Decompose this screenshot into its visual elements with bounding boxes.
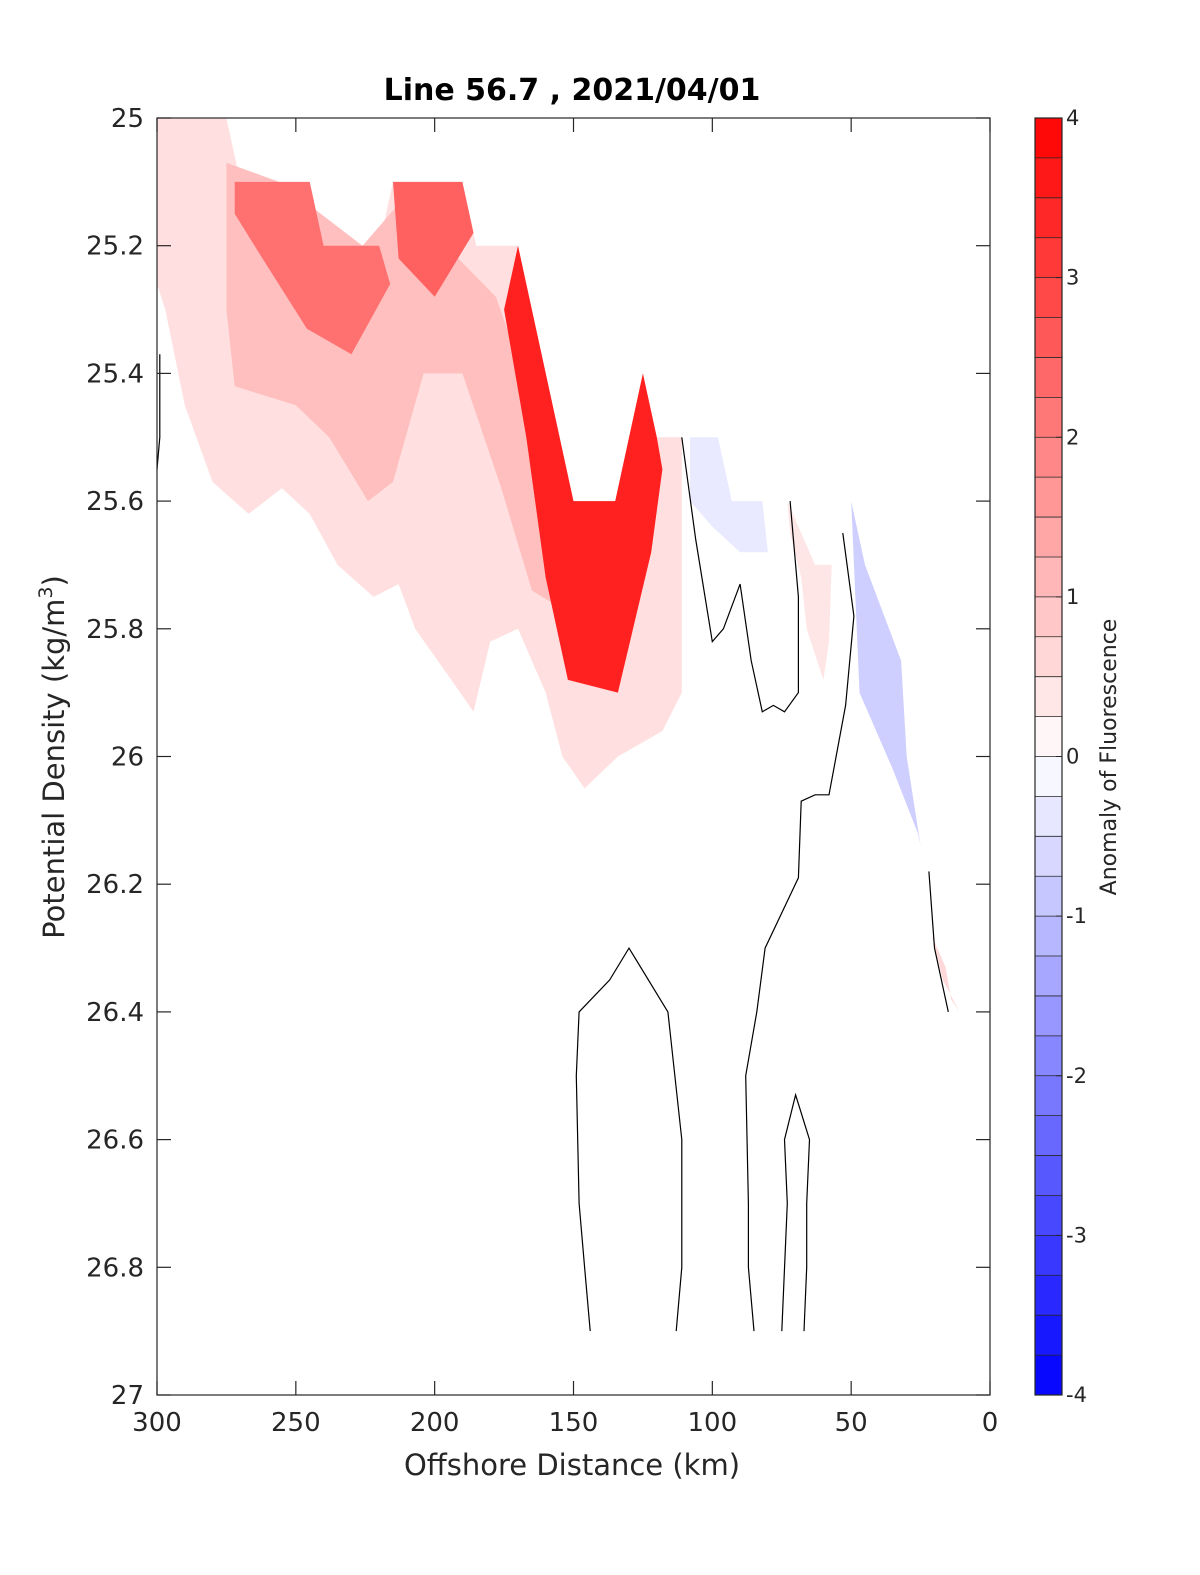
colorbar-band xyxy=(1035,277,1062,318)
colorbar-band xyxy=(1035,517,1062,557)
region-negative-patch-upper xyxy=(690,437,768,553)
colorbar-band xyxy=(1035,995,1062,1036)
contour-zero-contour-d xyxy=(781,1092,811,1332)
y-tick-label: 25 xyxy=(111,104,144,134)
colorbar-tick-label: -2 xyxy=(1066,1064,1087,1088)
y-axis-label-tail: ) xyxy=(37,575,71,586)
colorbar-band xyxy=(1035,157,1062,198)
colorbar-band xyxy=(1035,756,1062,797)
y-tick-label: 26.8 xyxy=(86,1253,144,1283)
colorbar-band xyxy=(1035,1075,1062,1116)
colorbar-band xyxy=(1035,1195,1062,1236)
colorbar-tick-label: 0 xyxy=(1066,745,1079,769)
axis-ticks xyxy=(156,117,991,1396)
colorbar-band xyxy=(1035,397,1062,438)
x-tick-label: 0 xyxy=(982,1408,999,1438)
region-core-east xyxy=(504,245,663,693)
x-tick-label: 200 xyxy=(410,1408,460,1438)
colorbar-band xyxy=(1035,676,1062,717)
colorbar-tick-label: -1 xyxy=(1066,904,1087,928)
x-tick-label: 250 xyxy=(271,1408,321,1438)
colorbar-band xyxy=(1035,1235,1062,1276)
colorbar-band xyxy=(1035,836,1062,877)
y-tick-label: 25.6 xyxy=(86,487,144,517)
colorbar-band xyxy=(1035,1355,1062,1395)
x-tick-label: 150 xyxy=(549,1408,599,1438)
y-axis-label: Potential Density (kg/m3) xyxy=(35,575,71,939)
plot-area xyxy=(156,117,991,1396)
x-tick-label: 50 xyxy=(835,1408,868,1438)
colorbar-bands xyxy=(1035,118,1062,1395)
y-tick-label: 26.4 xyxy=(86,998,144,1028)
region-small-positive-sliver xyxy=(931,935,960,1012)
colorbar-tick-label: 4 xyxy=(1066,106,1079,130)
plot-frame xyxy=(156,117,991,1396)
y-tick-label: 27 xyxy=(111,1381,144,1411)
colorbar-band xyxy=(1035,118,1062,158)
colorbar-band xyxy=(1035,437,1062,478)
colorbar-band xyxy=(1035,796,1062,837)
contour-zero-contour-b xyxy=(745,532,855,1332)
y-axis-label-sup: 3 xyxy=(35,586,57,598)
colorbar-band xyxy=(1035,1315,1062,1356)
colorbar-band xyxy=(1035,1115,1062,1156)
y-tick-label: 26.2 xyxy=(86,870,144,900)
contour-zero-contour-a xyxy=(681,437,800,713)
colorbar-tick-label: 3 xyxy=(1066,266,1079,290)
region-negative-patch-lower xyxy=(851,501,921,846)
x-tick-label: 100 xyxy=(688,1408,738,1438)
x-tick-labels: 300 250 200 150 100 50 0 xyxy=(132,1408,998,1438)
y-tick-labels: 25 25.2 25.4 25.6 25.8 26 26.2 26.4 26.6 26.8 27 xyxy=(86,104,144,1411)
colorbar-band xyxy=(1035,1275,1062,1316)
y-tick-label: 26 xyxy=(111,743,144,773)
colorbar-tick-label: 1 xyxy=(1066,585,1079,609)
anomaly-regions xyxy=(157,118,960,1012)
y-tick-label: 25.2 xyxy=(86,232,144,262)
colorbar-band xyxy=(1035,357,1062,398)
colorbar-band xyxy=(1035,876,1062,917)
y-tick-label: 26.6 xyxy=(86,1126,144,1156)
colorbar: 4 3 2 1 0 -1 -2 -3 -4 Anomaly of Fluorescence xyxy=(1034,106,1122,1407)
chart-title: Line 56.7 , 2021/04/01 xyxy=(384,73,761,108)
x-tick-label: 300 xyxy=(132,1408,182,1438)
colorbar-band xyxy=(1035,556,1062,597)
zero-contour-lines xyxy=(156,354,949,1332)
colorbar-band xyxy=(1035,636,1062,677)
contour-zero-contour-e xyxy=(928,871,949,1013)
colorbar-band xyxy=(1035,477,1062,518)
region-small-positive-patch xyxy=(787,501,832,680)
colorbar-band xyxy=(1035,956,1062,996)
colorbar-ticks: 4 3 2 1 0 -1 -2 -3 -4 xyxy=(1056,106,1087,1407)
colorbar-band xyxy=(1035,317,1062,358)
y-axis-label-main: Potential Density (kg/m xyxy=(37,599,71,939)
region-core-middle xyxy=(393,181,474,297)
contour-zero-contour-far-offshore xyxy=(156,354,161,470)
colorbar-band xyxy=(1035,1155,1062,1196)
colorbar-band xyxy=(1035,237,1062,278)
colorbar-band xyxy=(1035,716,1062,757)
y-tick-label: 25.8 xyxy=(86,615,144,645)
y-tick-label: 25.4 xyxy=(86,359,144,389)
colorbar-tick-label: -3 xyxy=(1066,1223,1087,1247)
colorbar-band xyxy=(1035,596,1062,637)
colorbar-label: Anomaly of Fluorescence xyxy=(1097,619,1122,896)
colorbar-band xyxy=(1035,197,1062,238)
colorbar-band xyxy=(1035,916,1062,957)
colorbar-tick-label: 2 xyxy=(1066,425,1079,449)
region-core-west xyxy=(234,181,391,355)
colorbar-tick-label: -4 xyxy=(1066,1383,1087,1407)
x-axis-label: Offshore Distance (km) xyxy=(404,1448,740,1482)
contour-zero-contour-c xyxy=(575,946,683,1332)
colorbar-band xyxy=(1035,1035,1062,1076)
